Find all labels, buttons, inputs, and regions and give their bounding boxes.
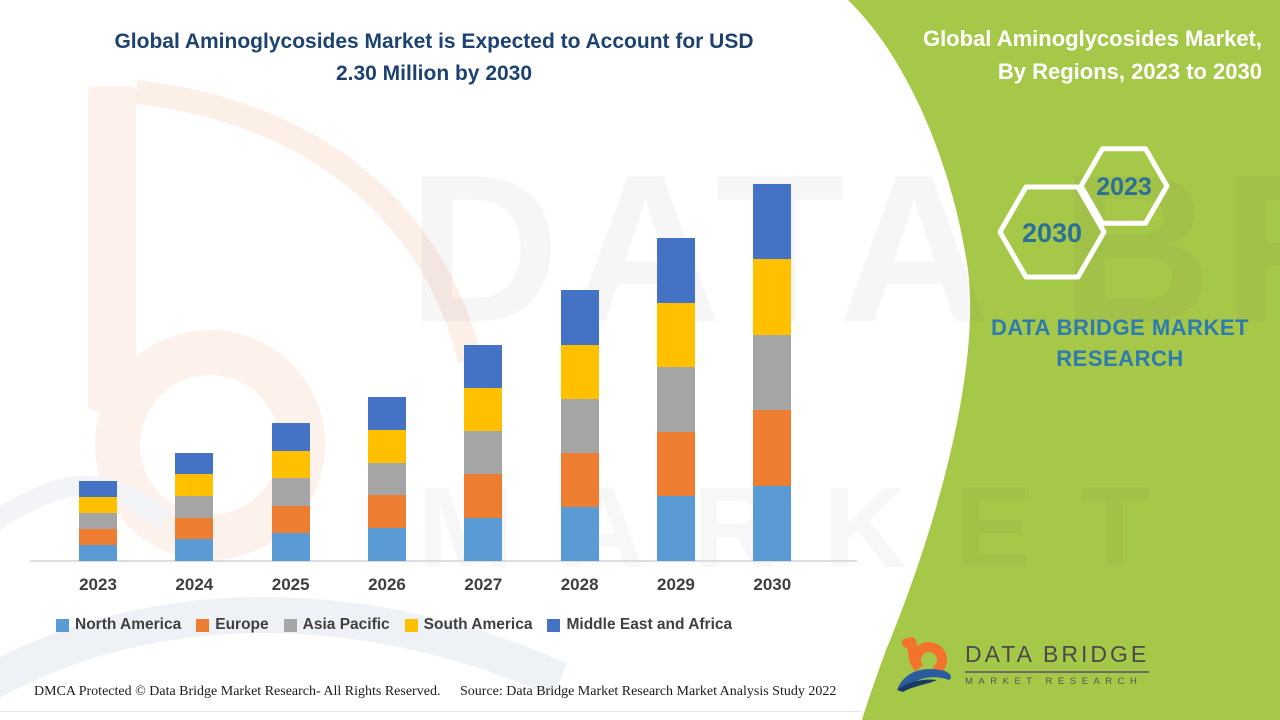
chart-title-line2: 2.30 Million by 2030 [335,62,533,85]
legend-item-north-america: North America [56,616,181,634]
footer-dmca-text: DMCA Protected © Data Bridge Market Rese… [34,684,441,699]
legend-item-asia-pacific: Asia Pacific [283,616,390,634]
hexagon-2023-outline [1078,146,1170,226]
legend-item-europe: Europe [196,616,269,634]
bar-segment-2028-europe [560,452,599,507]
peach-watermark-stem [88,86,136,411]
bar-segment-2027-europe [464,474,503,518]
bar-segment-2025-south-america [271,450,310,479]
bar-segment-2026-middle-east-and-africa [367,397,406,430]
x-axis-label-2027: 2027 [464,575,503,594]
bar-segment-2024-south-america [175,474,214,497]
bar-segment-2024-middle-east-and-africa [175,452,214,475]
bar-segment-2030-middle-east-and-africa [753,183,792,260]
brand-text-line1: DATA BRIDGE MARKET [991,315,1249,340]
x-axis-label-2026: 2026 [368,575,406,594]
x-axis-label-2030: 2030 [753,575,792,594]
footer-rule [0,711,862,712]
logo-subname: MARKET RESEARCH [965,676,1143,687]
panel-heading: Global Aminoglycosides Market, By Region… [900,22,1262,88]
watermark-text-line1: DATA BRIDGE [408,131,1280,366]
chart-title-line1: Global Aminoglycosides Market is Expecte… [114,30,754,53]
legend-swatch [56,618,69,632]
bar-segment-2026-north-america [367,528,406,561]
bar-segment-2029-middle-east-and-africa [656,237,695,303]
bar-segment-2023-asia-pacific [79,512,117,529]
panel-heading-line2: By Regions, 2023 to 2030 [997,59,1262,84]
bar-segment-2027-north-america [464,517,503,561]
legend-item-south-america: South America [404,616,533,634]
bar-segment-2029-asia-pacific [656,367,695,432]
bar-segment-2030-europe [753,410,792,486]
bar-segment-2023-europe [79,528,117,545]
panel-heading-line1: Global Aminoglycosides Market, [922,26,1262,51]
legend-label: Middle East and Africa [566,616,733,633]
bar-segment-2028-asia-pacific [560,398,599,453]
hexagon-year-2023: 2023 [1096,173,1152,201]
brand-text-line2: RESEARCH [1056,346,1184,371]
logo-text: DATA BRIDGE MARKET RESEARCH [965,641,1150,687]
bar-segment-2029-north-america [656,496,695,561]
bar-segment-2025-north-america [271,533,310,561]
legend-label: Asia Pacific [302,616,390,633]
bar-segment-2027-middle-east-and-africa [464,344,503,388]
bar-segment-2025-middle-east-and-africa [271,423,310,451]
bar-segment-2024-europe [175,517,214,540]
bar-segment-2028-north-america [560,506,599,561]
x-axis-label-2023: 2023 [79,575,117,594]
bar-segment-2027-asia-pacific [464,431,503,475]
legend-swatch [404,618,418,632]
chart-legend: North America Europe Asia Pacific South Ame… [56,616,732,634]
bar-segment-2026-asia-pacific [367,462,406,496]
legend-label: North America [75,616,182,633]
bar-segment-2028-middle-east-and-africa [560,290,599,345]
bar-segment-2024-asia-pacific [175,496,214,518]
data-bridge-logo: DATA BRIDGE MARKET RESEARCH [893,634,1150,694]
bar-segment-2028-south-america [560,344,599,399]
legend-swatch [196,618,210,632]
bar-segment-2030-south-america [753,259,792,335]
brand-text: DATA BRIDGE MARKET RESEARCH [960,312,1280,374]
bar-segment-2023-middle-east-and-africa [79,480,117,497]
bar-segment-2026-south-america [367,429,406,463]
bar-segment-2030-north-america [753,485,792,561]
data-bridge-logo-icon [897,637,951,692]
x-axis-label-2025: 2025 [271,575,310,594]
legend-label: Europe [215,616,269,633]
hexagon-year-2030: 2030 [1021,218,1083,248]
bar-segment-2029-europe [656,431,695,497]
bar-segment-2025-asia-pacific [271,478,310,506]
legend-swatch [283,618,297,632]
x-axis-line [30,560,857,562]
bar-segment-2023-south-america [79,496,117,513]
chart-title: Global Aminoglycosides Market is Expecte… [84,26,784,90]
bar-segment-2029-south-america [656,302,695,368]
x-axis-label-2028: 2028 [560,575,599,594]
hexagons-graphic [997,146,1170,280]
legend-swatch [547,618,561,632]
bar-segment-2030-asia-pacific [753,334,792,411]
bar-segment-2023-north-america [79,544,117,561]
legend-item-middle-east-and-africa: Middle East and Africa [547,616,732,634]
logo-name: DATA BRIDGE [965,641,1150,673]
plot-area: 2023 2024 2025 2026 2027 2028 2029 2030 [30,183,857,594]
bar-segment-2024-north-america [175,539,214,561]
bar-segment-2025-europe [271,505,310,534]
bar-segment-2026-europe [367,495,406,529]
bar-segment-2027-south-america [464,387,503,432]
x-axis-label-2024: 2024 [175,575,214,594]
x-axis-label-2029: 2029 [657,575,695,594]
legend-label: South America [423,616,533,633]
footer-source-text: Source: Data Bridge Market Research Mark… [460,684,837,699]
hexagon-2030-outline [997,184,1107,280]
